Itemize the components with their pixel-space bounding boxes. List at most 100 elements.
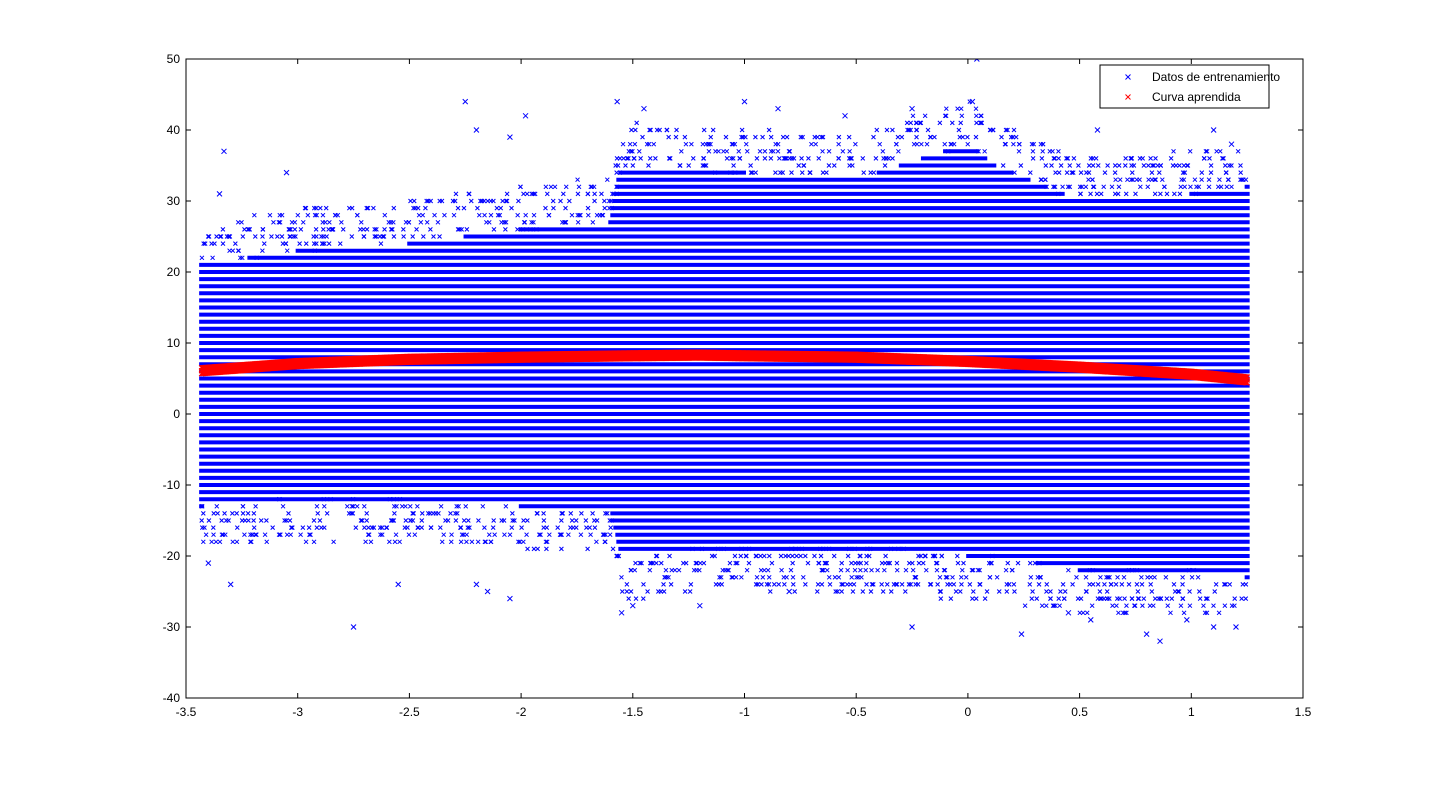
training-point (575, 191, 581, 197)
training-point (949, 141, 954, 147)
training-point (311, 234, 316, 239)
training-point (1095, 582, 1101, 587)
training-point (633, 596, 639, 601)
training-point (1197, 589, 1202, 594)
training-point (431, 234, 436, 239)
training-point (1058, 163, 1064, 168)
training-point (1186, 567, 1192, 573)
training-point (379, 525, 385, 530)
training-point (1034, 596, 1040, 601)
training-point (732, 170, 738, 175)
training-point (317, 205, 323, 211)
training-point (626, 156, 631, 161)
training-point (476, 212, 482, 218)
training-point (350, 511, 356, 516)
training-point (298, 532, 303, 538)
training-point (932, 134, 937, 140)
training-point (219, 532, 225, 538)
training-point (690, 156, 696, 161)
training-point (879, 582, 885, 587)
training-point (314, 503, 320, 509)
training-point (1044, 589, 1049, 594)
training-point (522, 219, 528, 225)
training-point (365, 205, 371, 211)
training-point (781, 574, 787, 580)
training-point (1204, 148, 1210, 154)
training-band (610, 213, 1250, 218)
training-point (678, 148, 684, 154)
training-point (592, 191, 597, 197)
training-point (945, 582, 950, 587)
training-point (214, 503, 220, 509)
training-point (1005, 127, 1010, 133)
training-point (1115, 574, 1120, 580)
training-point (517, 539, 523, 545)
training-point (1022, 603, 1028, 609)
training-point (1011, 141, 1016, 147)
training-point (461, 518, 467, 523)
training-point (840, 148, 846, 154)
training-point (534, 227, 539, 232)
training-point (739, 127, 745, 133)
training-point (731, 163, 736, 168)
training-point (516, 539, 521, 545)
training-point (1204, 610, 1210, 616)
training-band (618, 170, 1014, 175)
training-band (463, 234, 1250, 239)
training-point (509, 525, 515, 530)
training-band (199, 454, 1250, 459)
training-point (483, 539, 489, 545)
training-point (214, 234, 219, 239)
training-band (199, 483, 1250, 487)
training-point (800, 134, 805, 140)
training-point (566, 532, 571, 538)
training-point (1202, 610, 1208, 616)
training-point (1124, 603, 1129, 609)
training-point (1146, 163, 1151, 168)
training-point (467, 525, 472, 530)
training-point (818, 553, 824, 559)
training-point (973, 134, 979, 140)
training-point (663, 567, 669, 573)
training-point (1039, 603, 1045, 609)
training-band (618, 546, 1250, 551)
training-point (959, 582, 964, 587)
training-point (746, 560, 752, 566)
training-point (949, 120, 955, 126)
training-point (414, 227, 419, 232)
training-point (970, 589, 976, 594)
training-point (820, 148, 825, 154)
training-point (1116, 184, 1122, 190)
training-point (311, 518, 317, 523)
training-point (510, 511, 515, 516)
training-point (1102, 170, 1108, 175)
training-point (875, 567, 880, 573)
training-point (369, 525, 375, 530)
training-point (222, 511, 227, 516)
training-point (965, 134, 970, 140)
training-point (668, 582, 674, 587)
training-point (491, 227, 497, 232)
training-point (432, 212, 437, 218)
training-point (349, 511, 354, 516)
training-point (364, 518, 370, 523)
training-point (1077, 184, 1083, 190)
training-point (871, 170, 877, 175)
training-point (990, 127, 996, 133)
training-point (262, 532, 268, 538)
training-point (555, 525, 561, 530)
training-point (1116, 163, 1122, 168)
training-point (1074, 574, 1079, 580)
training-point (975, 567, 981, 573)
training-point (1193, 191, 1199, 197)
training-band (199, 383, 1250, 388)
training-point (784, 134, 790, 140)
training-point (799, 170, 805, 175)
training-point (315, 511, 321, 516)
training-point (902, 589, 908, 594)
training-point (1223, 582, 1228, 587)
training-point (1065, 184, 1071, 190)
training-point (796, 163, 802, 168)
training-point (292, 219, 298, 225)
training-point (937, 120, 943, 126)
